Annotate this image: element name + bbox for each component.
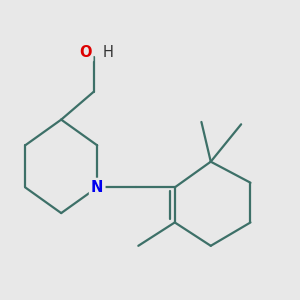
Text: O: O: [80, 45, 92, 60]
Text: H: H: [102, 45, 113, 60]
Text: N: N: [91, 180, 103, 195]
